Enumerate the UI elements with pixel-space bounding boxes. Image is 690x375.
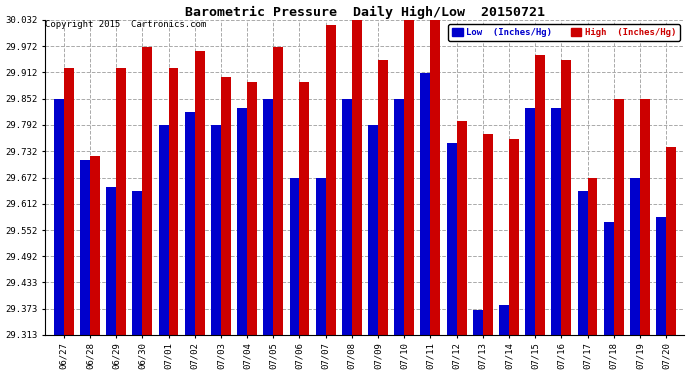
Bar (54, 99, 63, 335)
Bar (211, 125, 221, 335)
Bar (352, 16, 362, 335)
Bar (142, 46, 152, 335)
Bar (299, 82, 309, 335)
Legend: Low  (Inches/Hg), High  (Inches/Hg): Low (Inches/Hg), High (Inches/Hg) (448, 24, 680, 40)
Bar (290, 178, 299, 335)
Bar (588, 178, 598, 335)
Bar (90, 156, 100, 335)
Bar (168, 69, 179, 335)
Bar (473, 309, 483, 335)
Bar (185, 112, 195, 335)
Bar (326, 25, 335, 335)
Bar (640, 99, 650, 335)
Bar (446, 143, 457, 335)
Bar (63, 69, 74, 335)
Bar (247, 82, 257, 335)
Bar (604, 222, 613, 335)
Bar (132, 191, 142, 335)
Bar (106, 187, 116, 335)
Bar (221, 77, 231, 335)
Bar (457, 121, 466, 335)
Bar (116, 69, 126, 335)
Bar (378, 60, 388, 335)
Bar (525, 108, 535, 335)
Bar (578, 191, 588, 335)
Bar (431, 20, 440, 335)
Bar (342, 99, 352, 335)
Bar (404, 20, 414, 335)
Bar (666, 147, 676, 335)
Bar (368, 125, 378, 335)
Bar (630, 178, 640, 335)
Text: Copyright 2015  Cartronics.com: Copyright 2015 Cartronics.com (46, 20, 207, 29)
Bar (159, 125, 168, 335)
Bar (613, 99, 624, 335)
Bar (237, 108, 247, 335)
Bar (535, 55, 545, 335)
Bar (195, 51, 205, 335)
Title: Barometric Pressure  Daily High/Low  20150721: Barometric Pressure Daily High/Low 20150… (185, 6, 545, 19)
Bar (394, 99, 404, 335)
Bar (80, 160, 90, 335)
Bar (273, 46, 283, 335)
Bar (509, 139, 519, 335)
Bar (420, 73, 431, 335)
Bar (316, 178, 326, 335)
Bar (264, 99, 273, 335)
Bar (483, 134, 493, 335)
Bar (562, 60, 571, 335)
Bar (656, 217, 666, 335)
Bar (551, 108, 562, 335)
Bar (499, 305, 509, 335)
